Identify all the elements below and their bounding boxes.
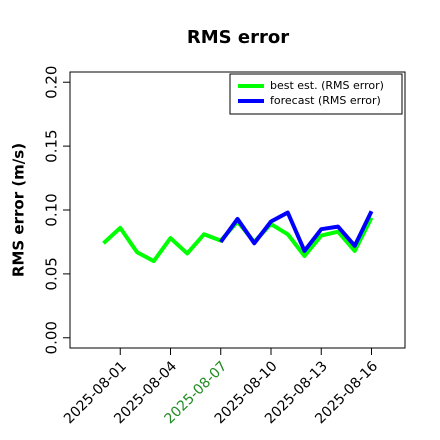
series-line (219, 210, 374, 253)
legend-label: best est. (RMS error) (270, 79, 384, 92)
series-line (102, 216, 374, 264)
y-axis-label: RMS error (m/s) (10, 143, 28, 277)
y-tick-label: 0.15 (43, 129, 61, 162)
legend-label: forecast (RMS error) (270, 94, 381, 107)
chart-title: RMS error (187, 27, 289, 48)
y-tick-label: 0.10 (43, 193, 61, 226)
legend-box (229, 73, 403, 115)
y-tick-label: 0.05 (43, 257, 61, 290)
y-tick-label: 0.00 (43, 321, 61, 354)
y-tick-label: 0.20 (43, 66, 61, 99)
